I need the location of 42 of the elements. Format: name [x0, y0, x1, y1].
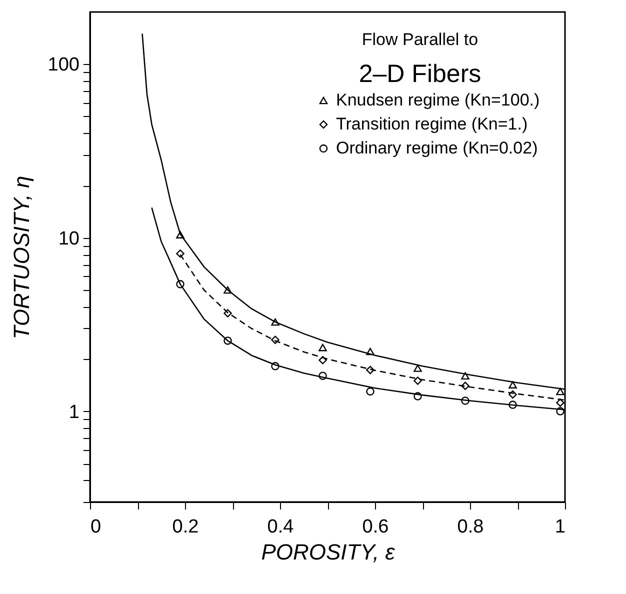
x-axis-title: POROSITY, ε: [261, 540, 396, 564]
point: [414, 392, 422, 400]
point: [556, 398, 564, 407]
point: [508, 400, 517, 409]
point: [366, 387, 374, 396]
legend-label: Transition regime (Kn=1.): [336, 114, 528, 134]
point: [414, 376, 422, 385]
y-tick-label: 10: [58, 228, 80, 250]
y-axis-title: TORTUOSITY, η: [8, 176, 34, 340]
point: [366, 348, 374, 356]
point: [318, 344, 327, 352]
point: [176, 280, 184, 288]
x-tick-label: 0.6: [362, 516, 389, 538]
point: [271, 336, 280, 344]
y-tick-label: 1: [68, 402, 80, 423]
point: [224, 286, 232, 294]
point: [271, 362, 280, 370]
point: [508, 381, 517, 389]
point: [366, 366, 374, 374]
x-tick-label: 0.4: [267, 516, 294, 538]
legend-label: Ordinary regime (Kn=0.02): [336, 138, 538, 158]
point: [224, 336, 232, 345]
point: [414, 364, 422, 372]
x-tick-label: 1: [554, 516, 566, 538]
point: [318, 356, 327, 364]
point: [271, 318, 280, 326]
point: [556, 388, 564, 396]
point: [318, 372, 327, 380]
point: [224, 309, 232, 318]
x-tick-label: 0: [90, 516, 102, 538]
legend-label: Knudsen regime (Kn=100.): [336, 90, 540, 110]
point: [461, 382, 470, 390]
text: 2–D Fibers: [358, 60, 482, 88]
point: [176, 231, 184, 238]
text: Flow Parallel to: [362, 30, 478, 49]
point: [508, 390, 517, 399]
x-tick-label: 0.2: [172, 516, 199, 538]
y-tick-label: 100: [48, 54, 80, 76]
point: [461, 372, 470, 380]
point: [176, 249, 184, 258]
point: [461, 396, 470, 405]
x-tick-label: 0.8: [457, 516, 484, 538]
